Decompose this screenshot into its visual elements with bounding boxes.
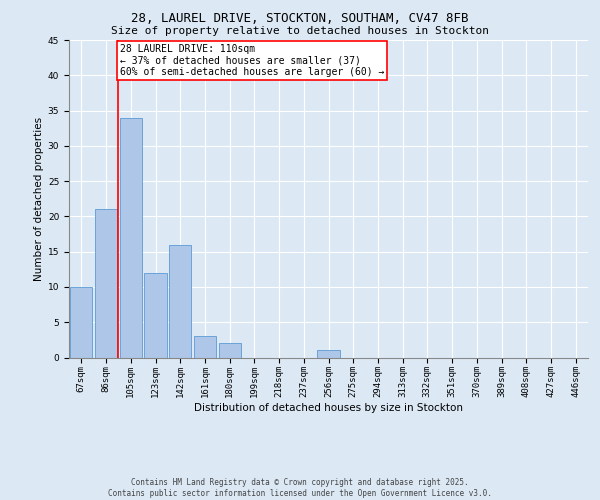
Bar (119, 118, 142, 358)
Text: 28, LAUREL DRIVE, STOCKTON, SOUTHAM, CV47 8FB: 28, LAUREL DRIVE, STOCKTON, SOUTHAM, CV4… (131, 12, 469, 26)
Bar (145, 273, 167, 357)
Bar (317, 350, 340, 358)
Text: Size of property relative to detached houses in Stockton: Size of property relative to detached ho… (111, 26, 489, 36)
Bar (70, 287, 92, 358)
Y-axis label: Number of detached properties: Number of detached properties (34, 116, 44, 281)
Text: 28 LAUREL DRIVE: 110sqm
← 37% of detached houses are smaller (37)
60% of semi-de: 28 LAUREL DRIVE: 110sqm ← 37% of detache… (119, 44, 384, 76)
Bar (218, 344, 241, 357)
Bar (194, 336, 216, 357)
Bar (169, 244, 191, 358)
X-axis label: Distribution of detached houses by size in Stockton: Distribution of detached houses by size … (194, 403, 463, 413)
Bar (95, 210, 117, 358)
Text: Contains HM Land Registry data © Crown copyright and database right 2025.
Contai: Contains HM Land Registry data © Crown c… (108, 478, 492, 498)
